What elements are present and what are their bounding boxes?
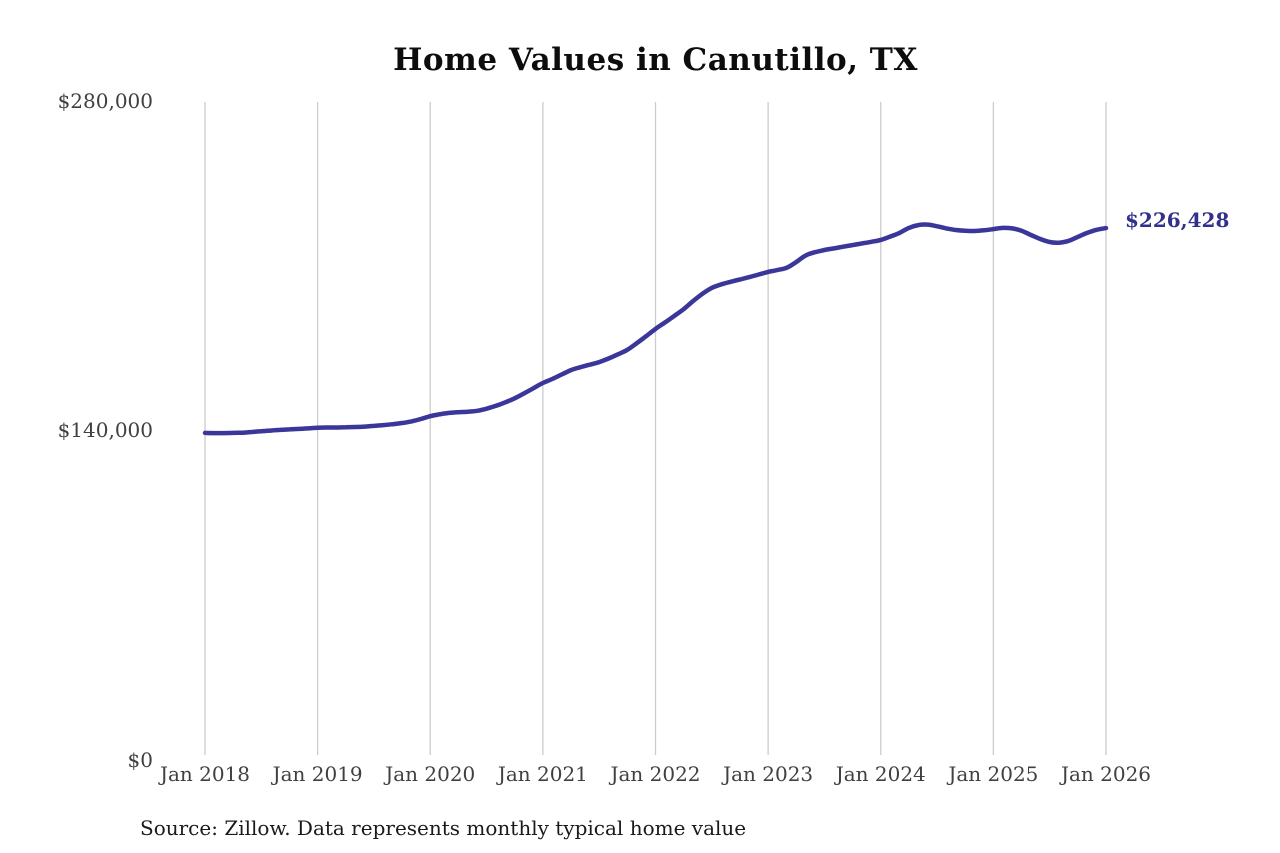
x-tick-label: Jan 2023 xyxy=(723,762,814,786)
x-tick-label: Jan 2018 xyxy=(159,762,251,786)
current-value-label: $226,428 xyxy=(1125,208,1230,232)
x-tick-label: Jan 2022 xyxy=(610,762,701,786)
home-value-line xyxy=(202,222,1109,436)
y-tick-label-0: $0 xyxy=(127,748,153,772)
x-tick-label: Jan 2025 xyxy=(948,762,1039,786)
chart-title: Home Values in Canutillo, TX xyxy=(393,42,918,78)
x-tick-label: Jan 2019 xyxy=(272,762,363,786)
y-tick-label-280k: $280,000 xyxy=(57,89,153,113)
x-tick-label: Jan 2024 xyxy=(835,762,926,786)
source-note: Source: Zillow. Data represents monthly … xyxy=(140,816,747,840)
x-tick-label: Jan 2021 xyxy=(497,762,588,786)
x-tick-label: Jan 2026 xyxy=(1060,762,1152,786)
x-tick-label: Jan 2020 xyxy=(385,762,476,786)
y-tick-label-140k: $140,000 xyxy=(57,418,153,442)
